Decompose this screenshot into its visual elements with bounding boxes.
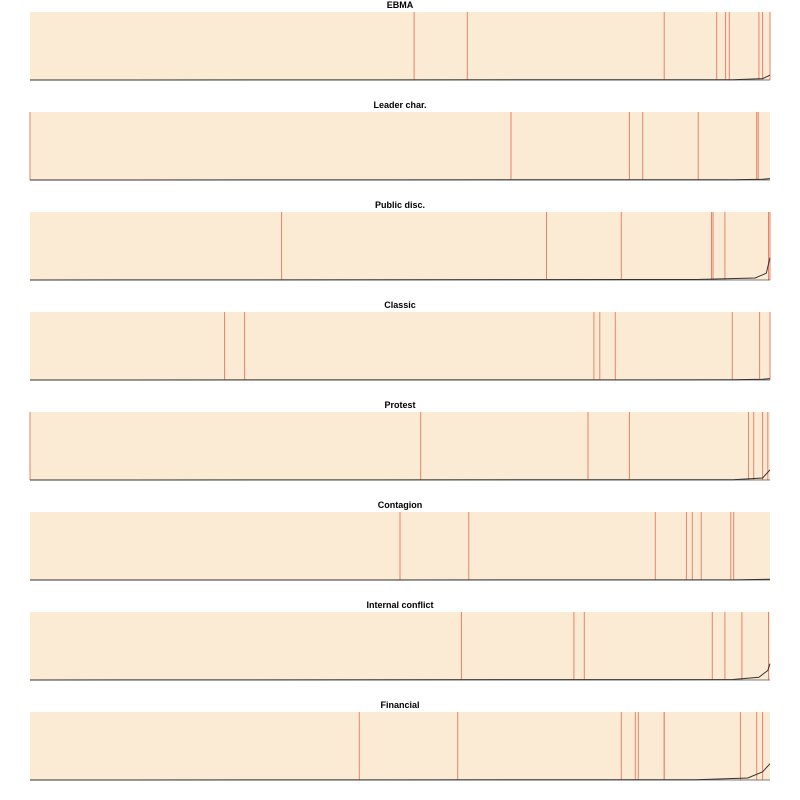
panel-title: EBMA: [386, 0, 414, 10]
panel-leader-char: Leader char.: [0, 100, 800, 200]
panel-plot: [29, 212, 771, 281]
plot-background: [30, 612, 770, 680]
probability-curve: [29, 763, 771, 781]
plot-background: [30, 212, 770, 280]
probability-curve: [29, 257, 771, 281]
plot-background: [30, 112, 770, 180]
panel-plot: [29, 312, 771, 381]
panel-internal-conflict: Internal conflict: [0, 600, 800, 700]
probability-curve: [29, 663, 771, 681]
panel-title: Financial: [380, 700, 420, 710]
panel-plot: [29, 712, 771, 781]
panel-plot: [29, 112, 771, 181]
panel-title: Leader char.: [373, 100, 427, 110]
panel-title: Contagion: [377, 500, 423, 510]
panel-public-disc: Public disc.: [0, 200, 800, 300]
panel-title: Public disc.: [374, 200, 425, 210]
probability-curve: [29, 378, 771, 381]
plot-background: [30, 712, 770, 780]
panel-title: Protest: [384, 400, 416, 410]
panel-plot: [29, 612, 771, 681]
panel-plot: [29, 512, 771, 581]
plot-background: [30, 12, 770, 80]
probability-curve: [29, 578, 771, 581]
panel-title: Classic: [384, 300, 416, 310]
probability-curve: [29, 469, 771, 481]
panel-title: Internal conflict: [366, 600, 434, 610]
plot-background: [30, 312, 770, 380]
panel-contagion: Contagion: [0, 500, 800, 600]
panel-ebma: EBMA: [0, 0, 800, 100]
probability-curve: [29, 178, 771, 181]
panel-classic: Classic: [0, 300, 800, 400]
panel-protest: Protest: [0, 400, 800, 500]
panel-plot: [29, 412, 771, 481]
panel-financial: Financial: [0, 700, 800, 800]
panel-plot: [29, 12, 771, 81]
plot-background: [30, 412, 770, 480]
probability-curve: [29, 74, 771, 81]
